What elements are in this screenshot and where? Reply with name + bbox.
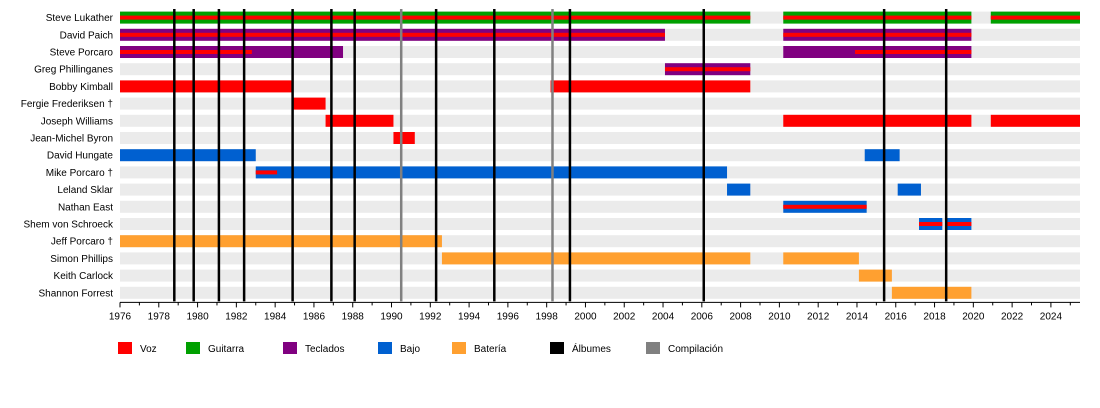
x-tick-label: 1988 bbox=[342, 311, 365, 322]
legend-label-albumes: Álbumes bbox=[572, 342, 611, 355]
stripe-voz bbox=[783, 15, 972, 20]
x-tick-label: 2010 bbox=[768, 311, 791, 322]
bar-bateria bbox=[858, 269, 892, 282]
x-tick-label: 1982 bbox=[225, 311, 248, 322]
row-background bbox=[120, 286, 1080, 299]
bar-bajo bbox=[897, 183, 921, 196]
stripe-voz bbox=[120, 32, 665, 37]
member-label: Shem von Schroeck bbox=[24, 220, 114, 231]
bar-voz bbox=[783, 114, 972, 127]
x-tick-label: 2002 bbox=[613, 311, 636, 322]
member-label: David Hungate bbox=[47, 151, 114, 162]
x-tick-label: 2022 bbox=[1001, 311, 1024, 322]
legend-swatch-bateria bbox=[452, 342, 466, 354]
bar-bateria bbox=[891, 286, 947, 299]
bar-bateria bbox=[441, 252, 751, 265]
member-label: Mike Porcaro † bbox=[46, 168, 113, 179]
stripe-voz bbox=[855, 50, 972, 54]
member-label: Fergie Frederiksen † bbox=[21, 99, 113, 110]
bar-voz bbox=[120, 80, 293, 93]
bar-bateria bbox=[120, 235, 442, 248]
x-tick-label: 2016 bbox=[885, 311, 908, 322]
member-label: Leland Sklar bbox=[57, 185, 113, 196]
x-tick-label: 2014 bbox=[846, 311, 869, 322]
member-label: Nathan East bbox=[58, 202, 113, 213]
stripe-voz bbox=[255, 170, 278, 175]
legend-label-voz: Voz bbox=[140, 344, 157, 355]
bar-voz bbox=[325, 114, 394, 127]
legend-swatch-voz bbox=[118, 342, 132, 354]
legend: Voz Guitarra Teclados Bajo Batería Álbumes Com… bbox=[118, 342, 723, 355]
member-label: Keith Carlock bbox=[54, 271, 114, 282]
legend-swatch-bajo bbox=[378, 342, 392, 354]
member-label: Steve Lukather bbox=[46, 13, 114, 24]
member-label: Joseph Williams bbox=[41, 116, 113, 127]
x-axis: 1976 1978 1980 1982 1984 1986 1988 1990 1992 1994… bbox=[109, 301, 1080, 322]
x-tick-label: 1990 bbox=[380, 311, 403, 322]
member-label: Steve Porcaro bbox=[50, 48, 114, 59]
row-background bbox=[120, 200, 1080, 213]
row-background bbox=[120, 218, 1080, 230]
stripe-voz bbox=[919, 222, 943, 226]
legend-swatch-albumes bbox=[550, 342, 564, 354]
bar-bajo bbox=[255, 166, 728, 179]
legend-label-bajo: Bajo bbox=[400, 344, 420, 355]
x-tick-label: 1978 bbox=[148, 311, 171, 322]
x-tick-label: 1998 bbox=[536, 311, 559, 322]
stripe-voz bbox=[783, 204, 867, 209]
member-labels: Steve Lukather David Paich Steve Porcaro Gr… bbox=[21, 13, 114, 299]
x-tick-label: 1994 bbox=[458, 311, 481, 322]
x-tick-label: 2000 bbox=[574, 311, 597, 322]
bar-voz bbox=[292, 97, 326, 110]
x-tick-label: 2020 bbox=[962, 311, 985, 322]
bar-voz bbox=[990, 114, 1080, 127]
x-tick-label: 1984 bbox=[264, 311, 287, 322]
row-background bbox=[120, 132, 1080, 144]
bar-bateria bbox=[946, 286, 972, 299]
row-background bbox=[120, 149, 1080, 162]
legend-swatch-teclados bbox=[283, 342, 297, 354]
x-tick-label: 1996 bbox=[497, 311, 520, 322]
stripe-voz bbox=[946, 222, 972, 226]
legend-label-guitarra: Guitarra bbox=[208, 344, 245, 355]
row-background bbox=[120, 269, 1080, 282]
bar-bajo bbox=[727, 183, 751, 196]
member-label: Shannon Forrest bbox=[39, 288, 114, 299]
bar-voz bbox=[550, 80, 751, 93]
member-label: Bobby Kimball bbox=[49, 82, 113, 93]
x-tick-label: 1976 bbox=[109, 311, 132, 322]
x-tick-label: 2012 bbox=[807, 311, 830, 322]
legend-label-compilacion: Compilación bbox=[668, 344, 723, 355]
legend-label-bateria: Batería bbox=[474, 344, 507, 355]
row-background bbox=[120, 63, 1080, 76]
stripe-voz bbox=[990, 15, 1080, 20]
x-tick-label: 1992 bbox=[419, 311, 442, 322]
member-label: Jeff Porcaro † bbox=[51, 237, 113, 248]
x-tick-label: 2006 bbox=[691, 311, 714, 322]
x-tick-label: 2018 bbox=[923, 311, 946, 322]
member-label: Simon Phillips bbox=[50, 254, 113, 265]
bar-bajo bbox=[120, 149, 256, 162]
row-background bbox=[120, 97, 1080, 110]
bar-bateria bbox=[783, 252, 859, 265]
x-tick-label: 1986 bbox=[303, 311, 326, 322]
row-background bbox=[120, 183, 1080, 196]
x-tick-label: 1980 bbox=[186, 311, 209, 322]
legend-label-teclados: Teclados bbox=[305, 344, 344, 355]
stripe-voz bbox=[664, 67, 751, 72]
member-label: David Paich bbox=[60, 30, 113, 41]
member-label: Greg Phillinganes bbox=[34, 65, 113, 76]
stripe-voz bbox=[783, 32, 972, 37]
x-tick-label: 2024 bbox=[1040, 311, 1063, 322]
bar-bajo bbox=[864, 149, 900, 162]
member-label: Jean-Michel Byron bbox=[30, 134, 113, 145]
bar-voz bbox=[393, 132, 415, 144]
legend-swatch-guitarra bbox=[186, 342, 200, 354]
stripe-voz bbox=[120, 50, 252, 54]
legend-swatch-compilacion bbox=[646, 342, 660, 354]
release-lines bbox=[173, 9, 948, 302]
x-tick-label: 2004 bbox=[652, 311, 675, 322]
x-tick-label: 2008 bbox=[729, 311, 752, 322]
